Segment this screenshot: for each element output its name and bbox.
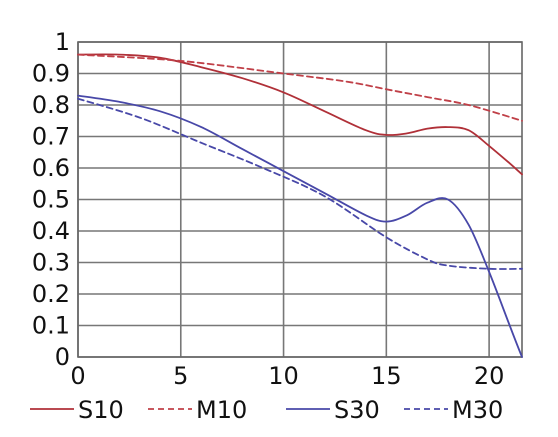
legend-label-s10: S10 bbox=[78, 396, 124, 424]
x-tick-label: 10 bbox=[268, 362, 299, 390]
x-tick-label: 5 bbox=[173, 362, 188, 390]
y-tick-label: 0.7 bbox=[32, 123, 70, 151]
series-lines bbox=[77, 53, 523, 358]
grid bbox=[77, 41, 523, 358]
series-line-s10 bbox=[77, 53, 523, 176]
series-line-s30 bbox=[77, 94, 523, 358]
x-tick-label: 20 bbox=[474, 362, 505, 390]
axis-ticks: 00.10.20.30.40.50.60.70.80.910 5 10 15 20 bbox=[32, 28, 505, 390]
legend-label-s30: S30 bbox=[334, 396, 380, 424]
y-tick-label: 0.1 bbox=[32, 312, 70, 340]
y-tick-label: 0.2 bbox=[32, 280, 70, 308]
legend: S10 M10 S30 M30 bbox=[30, 396, 503, 424]
y-tick-label: 0.3 bbox=[32, 249, 70, 277]
plot-frame bbox=[77, 41, 523, 358]
y-tick-label: 0.4 bbox=[32, 217, 70, 245]
x-tick-label: 15 bbox=[371, 362, 402, 390]
series-line-m10 bbox=[77, 53, 523, 122]
y-tick-label: 1 bbox=[55, 28, 70, 56]
y-tick-label: 0.6 bbox=[32, 154, 70, 182]
y-tick-label: 0.8 bbox=[32, 91, 70, 119]
series-line-m30 bbox=[77, 97, 523, 270]
y-tick-label: 0.5 bbox=[32, 186, 70, 214]
legend-label-m10: M10 bbox=[196, 396, 247, 424]
legend-label-m30: M30 bbox=[452, 396, 503, 424]
y-tick-label: 0.9 bbox=[32, 60, 70, 88]
y-tick-label: 0 bbox=[55, 343, 70, 371]
x-tick-label: 0 bbox=[70, 362, 85, 390]
